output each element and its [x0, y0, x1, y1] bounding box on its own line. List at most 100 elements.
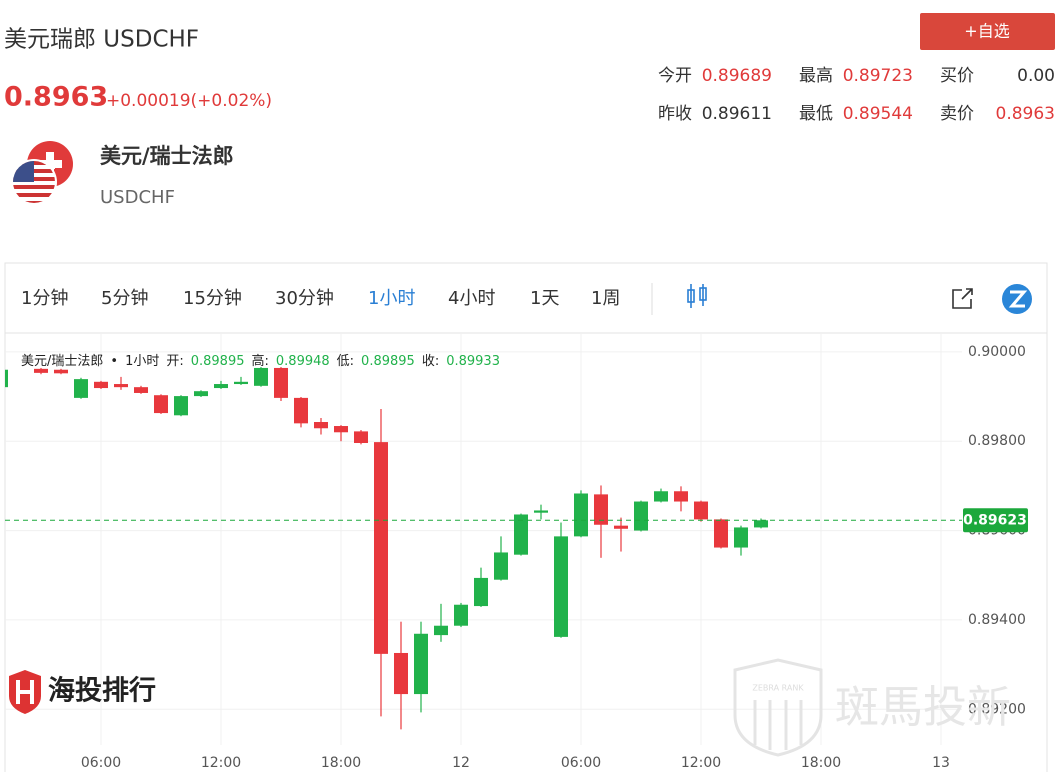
legend-field-value: 0.89948: [276, 354, 330, 369]
candle-body: [534, 510, 548, 513]
interval-tab[interactable]: 30分钟: [275, 288, 334, 309]
candle-body: [674, 491, 688, 502]
candle-body: [274, 367, 288, 398]
candle-body: [194, 391, 208, 397]
x-tick-label: 12:00: [201, 755, 241, 771]
candle-body: [94, 381, 108, 389]
candle-body: [74, 379, 88, 398]
quote-label: 最低: [799, 104, 833, 124]
instrument-name: 美元/瑞士法郎: [100, 144, 234, 168]
candle-body: [154, 395, 168, 414]
legend-field-label: 收:: [422, 354, 439, 369]
candle-body: [454, 604, 468, 626]
legend-text: 美元/瑞士法郎 • 1小时 开: 0.89895 高: 0.89948 低: 0.89895 收:…: [21, 353, 500, 369]
candle-body: [574, 493, 588, 537]
interval-tab[interactable]: 1小时: [368, 288, 415, 309]
candle-body: [234, 381, 248, 385]
legend-field-label: 低:: [337, 354, 354, 369]
interval-tab[interactable]: 1分钟: [21, 288, 68, 309]
quote-value: 0.89689: [702, 66, 772, 86]
quote-value: 0.89723: [843, 66, 913, 86]
quote-label: 卖价: [940, 104, 974, 124]
y-tick-label: 0.89400: [968, 612, 1026, 628]
interval-tab[interactable]: 5分钟: [101, 288, 148, 309]
candle-body: [714, 519, 728, 548]
candle-body: [514, 514, 528, 555]
candles: [5, 367, 768, 730]
interval-tab[interactable]: 15分钟: [183, 288, 242, 309]
watch-button[interactable]: [920, 13, 1055, 50]
brand-watermark-text: 海投排行: [48, 675, 156, 707]
candle-body: [34, 368, 48, 373]
quote-label: 昨收: [658, 104, 692, 124]
candle-body: [174, 396, 188, 416]
candle-body: [434, 625, 448, 636]
legend-field-value: 0.89895: [191, 354, 245, 369]
candle-body: [134, 387, 148, 393]
candle-body: [614, 525, 628, 529]
price: 0.8963: [4, 82, 108, 113]
candle-body: [414, 633, 428, 695]
x-tick-label: 12: [452, 755, 470, 771]
y-tick-label: 0.90000: [968, 344, 1026, 360]
last-price-tag: [963, 508, 1028, 533]
title: 美元瑞郎 USDCHF: [4, 27, 199, 53]
x-tick-label: 13: [932, 755, 950, 771]
candle-body: [214, 384, 228, 389]
x-tick-label: 18:00: [801, 755, 841, 771]
candle-body: [334, 426, 348, 433]
quote-value: 0.89544: [843, 104, 913, 124]
quote-value: 0.00: [1017, 66, 1055, 86]
brand-watermark: [9, 670, 41, 714]
zebra-watermark-small: ZEBRA RANK: [752, 684, 804, 693]
interval-tab[interactable]: 1周: [591, 288, 620, 309]
quote-table: 今开 0.89689 最高 0.89723 买价 0.00 昨收 0.89611 最低 0.895…: [658, 66, 1055, 124]
interval-tabs: 1分钟 5分钟 15分钟 30分钟 1小时 4小时 1天 1周: [21, 288, 620, 309]
x-tick-label: 06:00: [561, 755, 601, 771]
legend-field-value: 0.89895: [361, 354, 415, 369]
x-tick-label: 18:00: [321, 755, 361, 771]
candle-body: [634, 501, 648, 531]
candle-body: [314, 422, 328, 429]
x-tick-label: 12:00: [681, 755, 721, 771]
candle-body: [394, 652, 408, 695]
candle-body: [5, 369, 8, 388]
zebra-watermark-text: 斑馬投新: [835, 682, 1011, 733]
candle-body: [294, 397, 308, 424]
legend-field-label: 高:: [252, 353, 269, 369]
candle-body: [734, 527, 748, 548]
candle-body: [754, 520, 768, 528]
legend-separator: •: [110, 354, 118, 369]
instrument-code: USDCHF: [100, 187, 175, 208]
zebra-button-icon: [1008, 290, 1028, 308]
interval-tab[interactable]: 1天: [530, 288, 559, 309]
legend-interval: 1小时: [125, 354, 159, 369]
legend-name: 美元/瑞士法郎: [21, 354, 103, 369]
interval-tab[interactable]: 4小时: [448, 288, 495, 309]
quote-value: 0.8963: [996, 104, 1055, 124]
quote-label: 今开: [658, 66, 692, 86]
watch-button-label[interactable]: +自选: [964, 22, 1009, 41]
last-price-label: 0.89623: [963, 512, 1027, 528]
y-tick-label: 0.89200: [968, 701, 1026, 717]
chart-legend: 美元/瑞士法郎 • 1小时 开: 0.89895 高: 0.89948 低: 0.89895 收:…: [21, 353, 500, 369]
candle-body: [494, 552, 508, 580]
popout-icon[interactable]: [952, 288, 973, 309]
candle-body: [354, 431, 368, 444]
candle-body: [54, 369, 68, 374]
candle-body: [554, 536, 568, 637]
legend-field-label: 开:: [166, 354, 183, 369]
candle-body: [254, 367, 268, 386]
x-tick-label: 06:00: [81, 755, 121, 771]
candle-body: [374, 442, 388, 654]
candle-body: [594, 494, 608, 525]
grid: 0.900000.898000.896000.894000.8920006:00…: [5, 334, 1026, 771]
candle-body: [694, 501, 708, 520]
price-change: +0.00019(+0.02%): [106, 91, 272, 111]
candle-body: [474, 577, 488, 607]
zebra-watermark: [733, 658, 823, 757]
quote-label: 买价: [940, 66, 974, 86]
indicator-icon[interactable]: [687, 284, 707, 308]
